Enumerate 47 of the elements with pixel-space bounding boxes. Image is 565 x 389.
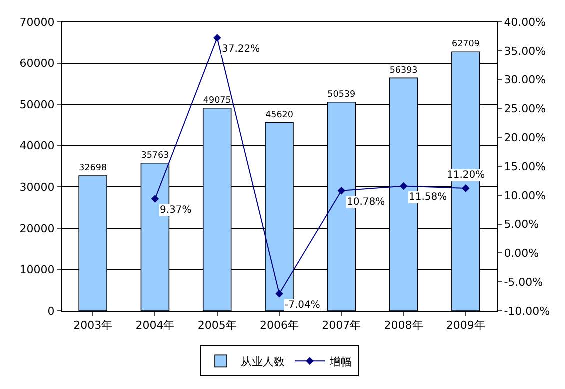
x-tick-label: 2005年	[198, 319, 237, 332]
x-tick-label: 2003年	[74, 319, 113, 332]
y2-tick-label: 40.00%	[504, 16, 546, 29]
y-tick-label: 60000	[20, 57, 55, 70]
data-label: 35763	[141, 150, 170, 161]
legend-label: 从业人数	[241, 355, 285, 368]
data-label: 9.37%	[160, 205, 192, 216]
y-tick-label: 0	[48, 304, 55, 318]
y-tick-label: 20000	[20, 222, 55, 236]
point	[400, 182, 408, 190]
data-label: 56393	[390, 66, 418, 76]
y-tick-label: 30000	[20, 180, 55, 194]
data-label: 32698	[79, 164, 108, 174]
legend-label: 增幅	[329, 355, 352, 368]
x-tick-label: 2009年	[446, 319, 486, 332]
point	[338, 186, 346, 195]
point	[213, 34, 222, 42]
data-label: 62709	[452, 40, 480, 50]
x-tick-label: 2004年	[136, 319, 175, 332]
data-label: 11.20%	[447, 170, 486, 181]
y2-tick-label: 30.00%	[504, 74, 546, 87]
data-label: 11.58%	[409, 192, 448, 203]
data-label: 37.22%	[222, 44, 260, 55]
x-tick-label: 2008年	[384, 319, 424, 332]
data-label: 45620	[266, 110, 294, 120]
point	[151, 195, 160, 203]
y2-tick-label: 0.00%	[504, 247, 540, 260]
data-label: 50539	[328, 90, 356, 100]
y-tick-label: 50000	[20, 98, 55, 112]
x-tick-label: 2006年	[260, 319, 299, 332]
point	[462, 184, 470, 192]
y2-tick-label: 25.00%	[504, 102, 546, 116]
x-tick-label: 2007年	[322, 319, 362, 332]
data-label: 49075	[203, 96, 232, 106]
y2-tick-label: -5.00%	[504, 276, 544, 289]
y-tick-label: 40000	[20, 140, 55, 153]
point	[276, 290, 284, 298]
y2-tick-label: 35.00%	[504, 44, 546, 58]
y2-tick-label: 20.00%	[504, 131, 546, 144]
y2-tick-label: -10.00%	[504, 304, 550, 318]
y-tick-label: 70000	[20, 16, 55, 29]
y-tick-label: 10000	[20, 264, 55, 277]
data-label: 10.78%	[347, 197, 386, 208]
data-label: -7.04%	[285, 300, 320, 311]
y2-tick-label: 5.00%	[504, 218, 540, 232]
y2-tick-label: 10.00%	[504, 189, 546, 202]
y2-tick-label: 15.00%	[504, 160, 546, 174]
